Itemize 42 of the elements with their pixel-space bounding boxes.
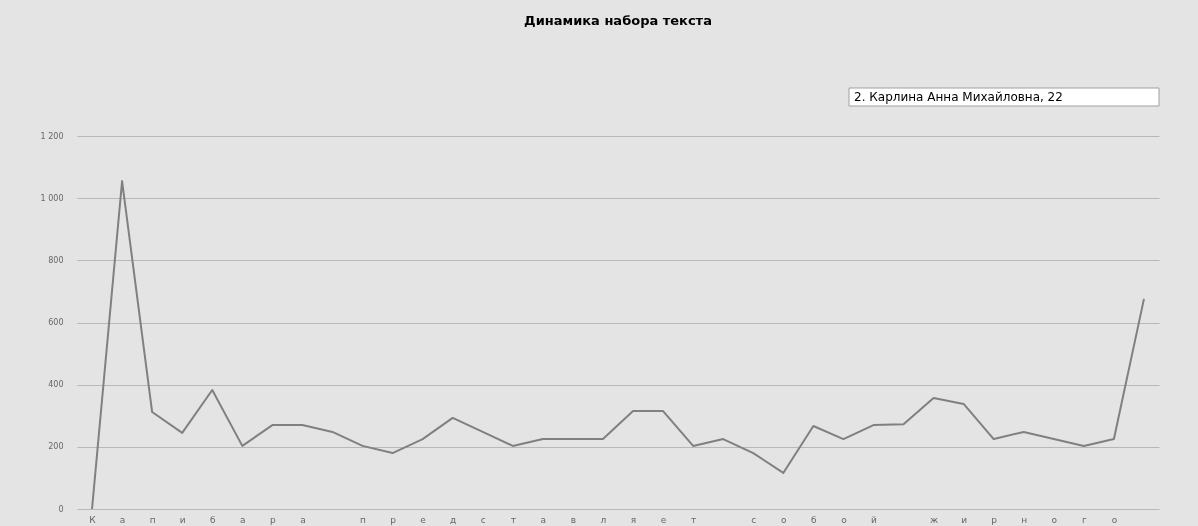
x-tick-label: а — [300, 514, 306, 525]
x-tick-label: р — [991, 514, 998, 525]
y-tick-label: 600 — [48, 318, 64, 327]
x-tick-label: о — [1051, 514, 1058, 525]
x-tick-label: е — [660, 514, 667, 525]
y-tick-label: 1 000 — [40, 193, 64, 203]
x-tick-label: й — [871, 514, 878, 525]
y-tick-label: 400 — [48, 380, 64, 390]
x-tick-label: т — [691, 514, 697, 525]
x-tick-label: д — [450, 514, 457, 525]
x-tick-label: о — [841, 514, 848, 525]
x-tick-label: с — [480, 514, 486, 525]
x-tick-label: н — [1021, 514, 1028, 525]
x-tick-label: а — [119, 514, 126, 525]
x-tick-label: о — [1111, 514, 1118, 525]
x-tick-label: а — [240, 514, 246, 525]
x-tick-label: в — [570, 514, 577, 525]
chart-title: Динамика набора текста — [524, 12, 712, 28]
y-tick-label: 0 — [58, 504, 64, 514]
x-tick-label: с — [751, 514, 757, 525]
x-tick-label: п — [360, 514, 367, 525]
x-tick-label: я — [630, 514, 637, 525]
x-tick-label: и — [179, 514, 186, 525]
y-tick-label: 200 — [48, 442, 64, 452]
x-tick-label: г — [1081, 514, 1087, 525]
x-tick-label: п — [149, 514, 156, 525]
x-tick-label: р — [270, 514, 276, 525]
x-tick-label: о — [781, 514, 788, 525]
x-tick-label: и — [961, 514, 968, 525]
x-tick-label: р — [390, 514, 397, 525]
x-tick-label: ж — [930, 514, 939, 525]
text: 2. Карлина Анна Михайловна, 22 — [854, 90, 1063, 104]
line-series — [91, 180, 1145, 510]
x-tick-label: л — [600, 514, 607, 525]
x-tick-label: т — [510, 514, 516, 525]
x-tick-label: К — [89, 514, 97, 525]
x-tick-label: б — [209, 514, 216, 525]
y-tick-label: 1 200 — [40, 131, 64, 141]
y-tick-label: 800 — [48, 255, 64, 265]
x-tick-label: а — [540, 514, 547, 525]
x-tick-label: е — [420, 514, 427, 525]
x-tick-label: б — [811, 514, 818, 525]
